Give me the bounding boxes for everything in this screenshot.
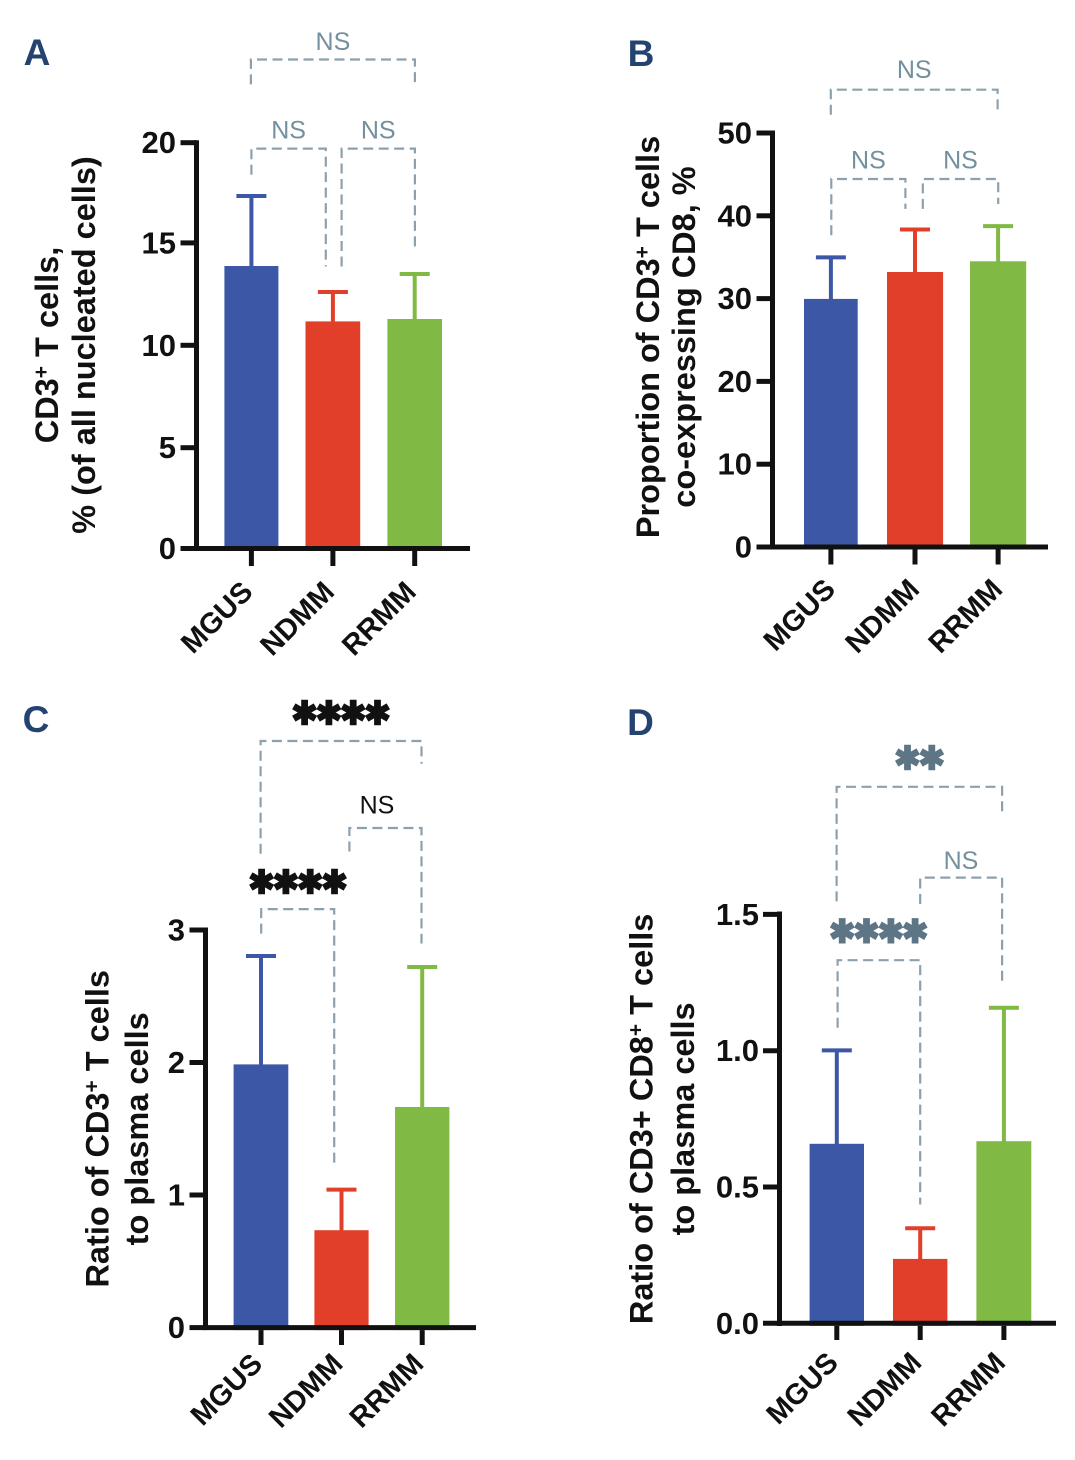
svg-text:NS: NS <box>360 792 395 820</box>
svg-text:0: 0 <box>735 530 752 565</box>
svg-text:20: 20 <box>718 364 752 399</box>
svg-text:0: 0 <box>168 1310 185 1345</box>
svg-text:1.5: 1.5 <box>716 897 759 932</box>
svg-text:NS: NS <box>943 147 978 175</box>
svg-text:MGUS: MGUS <box>175 576 259 660</box>
svg-text:RRMM: RRMM <box>925 1347 1011 1433</box>
svg-text:MGUS: MGUS <box>185 1348 269 1432</box>
svg-text:0.0: 0.0 <box>716 1306 759 1341</box>
svg-text:NS: NS <box>271 117 306 145</box>
svg-text:RRMM: RRMM <box>336 576 422 662</box>
svg-text:NDMM: NDMM <box>263 1348 349 1434</box>
svg-text:NS: NS <box>897 56 932 84</box>
svg-text:NS: NS <box>851 147 886 175</box>
svg-text:RRMM: RRMM <box>344 1348 430 1434</box>
svg-text:to plasma cells: to plasma cells <box>665 1002 701 1235</box>
svg-text:2: 2 <box>168 1045 185 1080</box>
svg-text:20: 20 <box>142 125 176 160</box>
svg-text:1.0: 1.0 <box>716 1033 759 1068</box>
svg-text:D: D <box>627 702 654 743</box>
svg-text:40: 40 <box>718 198 752 233</box>
svg-text:RRMM: RRMM <box>923 573 1009 659</box>
svg-text:% (of all nucleated cells): % (of all nucleated cells) <box>66 156 102 533</box>
svg-text:MGUS: MGUS <box>761 1347 845 1431</box>
svg-text:NDMM: NDMM <box>842 1347 928 1433</box>
svg-text:NDMM: NDMM <box>840 573 926 659</box>
svg-text:NDMM: NDMM <box>254 576 340 662</box>
svg-text:Proportion of CD3+​ T cells: Proportion of CD3+​ T cells <box>630 136 666 538</box>
svg-text:NS: NS <box>361 117 396 145</box>
svg-text:3: 3 <box>168 913 185 948</box>
svg-text:5: 5 <box>159 430 176 465</box>
svg-text:A: A <box>24 32 51 73</box>
svg-text:to plasma cells: to plasma cells <box>119 1012 155 1245</box>
svg-text:30: 30 <box>718 281 752 316</box>
svg-text:MGUS: MGUS <box>758 573 842 657</box>
svg-text:15: 15 <box>142 225 176 260</box>
svg-text:NS: NS <box>944 847 979 875</box>
svg-text:10: 10 <box>142 328 176 363</box>
svg-text:10: 10 <box>718 447 752 482</box>
svg-text:Ratio of CD3+​ T cells: Ratio of CD3+​ T cells <box>80 970 116 1287</box>
svg-text:B: B <box>628 33 655 74</box>
svg-text:co-expressing CD8, %: co-expressing CD8, % <box>666 166 702 507</box>
svg-text:CD3+​ T cells,: CD3+​ T cells, <box>29 247 65 444</box>
svg-text:0: 0 <box>159 531 176 566</box>
svg-text:1: 1 <box>168 1178 185 1213</box>
svg-text:50: 50 <box>718 116 752 151</box>
svg-text:Ratio of CD3+ CD8+​ T cells: Ratio of CD3+ CD8+​ T cells <box>624 914 660 1325</box>
svg-text:C: C <box>23 699 50 740</box>
svg-text:0.5: 0.5 <box>716 1170 759 1205</box>
svg-text:NS: NS <box>316 28 351 56</box>
